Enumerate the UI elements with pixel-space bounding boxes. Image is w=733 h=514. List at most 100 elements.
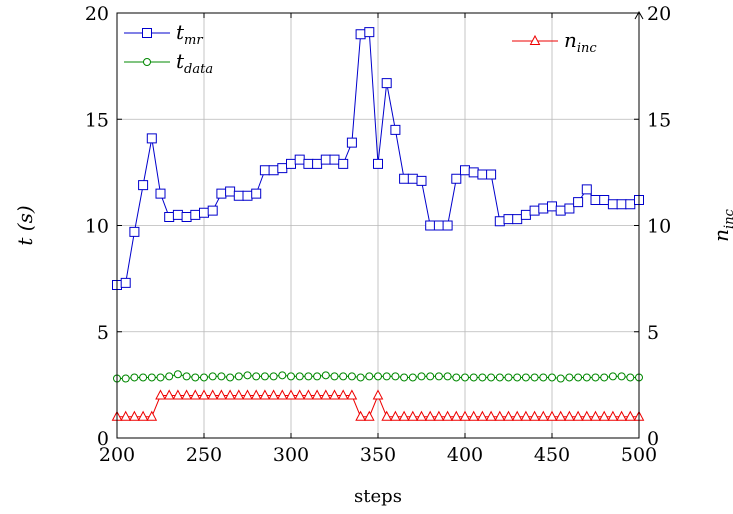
point-t-mr <box>129 226 140 237</box>
point-t-data <box>400 373 409 382</box>
point-t-mr <box>242 190 253 201</box>
series-n-inc <box>111 389 645 421</box>
point-n-inc <box>537 410 549 421</box>
point-t-mr <box>286 158 296 169</box>
point-n-inc <box>433 410 445 421</box>
y-axis-label-right-base: n <box>709 229 733 242</box>
point-t-mr <box>573 197 584 208</box>
legend-label-sub: mr <box>184 33 203 48</box>
legend-marker <box>143 58 151 66</box>
point-t-data <box>313 372 322 381</box>
y-tick-label-right: 15 <box>647 109 671 131</box>
point-t-mr <box>172 209 183 220</box>
point-t-mr <box>225 186 236 197</box>
point-t-mr <box>199 207 209 218</box>
point-t-data <box>391 372 400 381</box>
point-n-inc <box>146 410 158 421</box>
point-n-inc <box>520 410 532 421</box>
point-t-data <box>591 373 600 382</box>
point-t-mr <box>251 188 262 199</box>
point-n-inc <box>459 410 471 421</box>
point-t-data <box>617 372 626 381</box>
point-n-inc <box>303 389 314 400</box>
legend-label-base: t <box>176 20 185 44</box>
point-t-mr <box>503 214 514 225</box>
point-n-inc <box>276 389 288 400</box>
point-n-inc <box>172 389 184 400</box>
point-t-data <box>347 372 356 381</box>
point-t-data <box>582 373 591 382</box>
x-tick-label: 500 <box>621 444 657 466</box>
point-t-data <box>217 372 226 381</box>
point-t-mr <box>312 158 323 169</box>
point-n-inc <box>329 389 340 400</box>
series-layer <box>111 27 645 421</box>
point-n-inc <box>494 410 506 421</box>
point-t-mr <box>581 184 592 195</box>
point-n-inc <box>503 410 514 421</box>
y-tick-label-left: 5 <box>97 322 109 344</box>
y-axis-label-left: t (s) <box>13 205 37 245</box>
point-t-mr <box>216 188 227 199</box>
x-axis-label: steps <box>354 486 402 507</box>
point-t-mr <box>529 205 540 216</box>
point-t-mr <box>625 199 636 210</box>
point-t-data <box>469 373 478 382</box>
point-t-mr <box>442 220 453 231</box>
x-tick-label: 450 <box>534 444 570 466</box>
point-t-data <box>608 372 617 381</box>
point-t-data <box>408 373 417 382</box>
point-t-data <box>165 372 174 381</box>
point-n-inc <box>207 389 219 400</box>
point-t-mr <box>547 201 557 212</box>
y-tick-label-left: 0 <box>97 428 109 450</box>
point-t-mr <box>599 195 610 205</box>
point-t-data <box>330 372 339 381</box>
point-t-mr <box>346 137 357 148</box>
point-t-mr <box>364 27 375 38</box>
point-n-inc <box>259 389 271 400</box>
point-t-data <box>417 372 426 381</box>
point-t-mr <box>207 205 218 216</box>
point-n-inc <box>181 389 192 400</box>
point-t-data <box>200 373 208 382</box>
point-t-data <box>574 373 583 382</box>
legend-label: ninc <box>564 28 597 56</box>
point-t-data <box>495 373 504 382</box>
point-t-mr <box>460 165 470 176</box>
point-t-mr <box>303 158 314 169</box>
legend-label-sub: data <box>184 62 213 77</box>
legend-entry-t-data: tdata <box>124 49 213 77</box>
point-t-data <box>365 372 374 381</box>
point-t-mr <box>512 214 523 225</box>
point-n-inc <box>250 389 262 400</box>
point-t-mr <box>355 29 366 40</box>
point-t-mr <box>590 195 601 205</box>
point-t-mr <box>155 188 166 199</box>
point-n-inc <box>163 389 175 400</box>
point-t-data <box>226 373 235 382</box>
point-n-inc <box>564 410 575 421</box>
point-t-data <box>434 372 443 381</box>
point-n-inc <box>529 410 540 421</box>
point-t-mr <box>399 173 410 184</box>
point-t-data <box>295 372 304 381</box>
point-t-data <box>452 373 461 382</box>
point-t-data <box>339 372 348 381</box>
point-n-inc <box>285 389 297 400</box>
series-t-data <box>113 370 643 383</box>
point-t-data <box>426 372 435 381</box>
point-n-inc <box>294 389 306 400</box>
point-t-data <box>461 373 469 382</box>
point-n-inc <box>363 410 375 421</box>
point-t-mr <box>407 173 418 184</box>
point-n-inc <box>381 410 393 421</box>
point-t-mr <box>146 133 157 144</box>
point-t-mr <box>181 212 192 222</box>
point-t-mr <box>120 277 131 288</box>
point-t-data <box>173 370 182 379</box>
point-n-inc <box>590 410 601 421</box>
legend-marker <box>142 28 152 38</box>
point-t-mr <box>564 203 575 214</box>
